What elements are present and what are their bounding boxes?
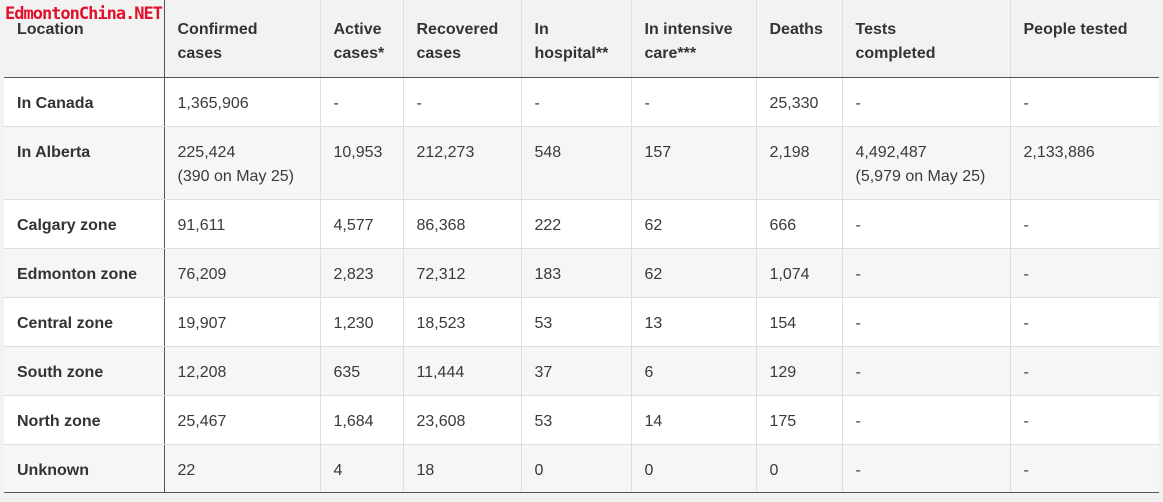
cell-tests: -	[842, 444, 1011, 493]
header-people-tested: People tested	[1010, 0, 1159, 78]
cell-icu: 62	[631, 248, 757, 298]
cell-icu: 157	[631, 126, 757, 200]
cell-icu: 13	[631, 297, 757, 347]
cell-icu: 6	[631, 346, 757, 396]
table-row: Edmonton zone 76,209 2,823 72,312 183 62 1,074…	[4, 248, 1159, 298]
cell-tests: -	[842, 395, 1011, 445]
header-active: Active cases*	[320, 0, 404, 78]
cell-people: 2,133,886	[1010, 126, 1159, 200]
table-row: In Canada 1,365,906- - - -25,330- -	[4, 77, 1159, 127]
cell-location: Calgary zone	[4, 199, 165, 249]
cell-deaths: 129	[756, 346, 843, 396]
cell-icu: 0	[631, 444, 757, 493]
cell-deaths: 666	[756, 199, 843, 249]
table-row: Unknown 22 4 18 0 0 0- -	[4, 444, 1159, 493]
cell-confirmed: 25,467	[164, 395, 321, 445]
cell-deaths: 175	[756, 395, 843, 445]
cell-note: (5,979 on May 25)	[855, 167, 986, 185]
header-icu: In intensive care***	[631, 0, 757, 78]
cell-deaths: 2,198	[756, 126, 843, 200]
cell-recovered: 86,368	[403, 199, 522, 249]
cell-tests: 4,492,487 (5,979 on May 25)	[842, 126, 1011, 200]
cell-confirmed: 91,611	[164, 199, 321, 249]
cell-tests: -	[842, 297, 1011, 347]
cell-hospital: -	[521, 77, 632, 127]
watermark-logo: EdmontonChina.NET	[5, 4, 163, 24]
cell-active: 635	[320, 346, 404, 396]
cell-active: 1,684	[320, 395, 404, 445]
cell-confirmed: 76,209	[164, 248, 321, 298]
cell-location: In Alberta	[4, 126, 165, 200]
header-deaths: Deaths	[756, 0, 843, 78]
cell-recovered: 23,608	[403, 395, 522, 445]
cell-confirmed: 12,208	[164, 346, 321, 396]
cell-active: -	[320, 77, 404, 127]
cell-tests: -	[842, 346, 1011, 396]
covid-cases-table: Location Confirmed cases Active cases* Rec…	[4, 0, 1159, 493]
cell-deaths: 154	[756, 297, 843, 347]
cell-deaths: 0	[756, 444, 843, 493]
cell-tests: -	[842, 77, 1011, 127]
cell-icu: 14	[631, 395, 757, 445]
cell-people: -	[1010, 444, 1159, 493]
cell-icu: 62	[631, 199, 757, 249]
cell-deaths: 1,074	[756, 248, 843, 298]
cell-recovered: 11,444	[403, 346, 522, 396]
table-row: In Alberta 225,424 (390 on May 25) 10,953 21…	[4, 126, 1159, 200]
table-row: Central zone 19,907 1,230 18,523 53 13 154- -	[4, 297, 1159, 347]
cell-confirmed: 225,424 (390 on May 25)	[164, 126, 321, 200]
cell-hospital: 37	[521, 346, 632, 396]
cell-tests: -	[842, 248, 1011, 298]
cell-location: South zone	[4, 346, 165, 396]
cell-people: -	[1010, 395, 1159, 445]
cell-confirmed: 22	[164, 444, 321, 493]
cell-location: North zone	[4, 395, 165, 445]
cell-hospital: 0	[521, 444, 632, 493]
header-recovered: Recovered cases	[403, 0, 522, 78]
header-tests: Tests completed	[842, 0, 1011, 78]
cell-note: (390 on May 25)	[177, 167, 295, 185]
cell-active: 10,953	[320, 126, 404, 200]
cell-confirmed: 1,365,906	[164, 77, 321, 127]
cell-tests: -	[842, 199, 1011, 249]
cell-hospital: 548	[521, 126, 632, 200]
header-confirmed: Confirmed cases	[164, 0, 321, 78]
cell-recovered: 212,273	[403, 126, 522, 200]
cell-location: In Canada	[4, 77, 165, 127]
cell-location: Edmonton zone	[4, 248, 165, 298]
table-row: North zone 25,467 1,684 23,608 53 14 175- -	[4, 395, 1159, 445]
cell-people: -	[1010, 77, 1159, 127]
cell-hospital: 53	[521, 297, 632, 347]
cell-icu: -	[631, 77, 757, 127]
cell-recovered: 18,523	[403, 297, 522, 347]
cell-recovered: 18	[403, 444, 522, 493]
cell-active: 4,577	[320, 199, 404, 249]
cell-location: Unknown	[4, 444, 165, 493]
cell-confirmed: 19,907	[164, 297, 321, 347]
cell-deaths: 25,330	[756, 77, 843, 127]
cell-recovered: 72,312	[403, 248, 522, 298]
cell-people: -	[1010, 297, 1159, 347]
cell-hospital: 183	[521, 248, 632, 298]
header-location: Location	[4, 0, 165, 78]
cell-people: -	[1010, 346, 1159, 396]
cell-location: Central zone	[4, 297, 165, 347]
table-row: Calgary zone 91,611 4,577 86,368 222 62 666- -	[4, 199, 1159, 249]
cell-hospital: 53	[521, 395, 632, 445]
table-row: South zone 12,208 635 11,444 37 6 129- -	[4, 346, 1159, 396]
header-hospital: In hospital**	[521, 0, 632, 78]
cell-active: 4	[320, 444, 404, 493]
cell-people: -	[1010, 199, 1159, 249]
cell-people: -	[1010, 248, 1159, 298]
cell-active: 1,230	[320, 297, 404, 347]
cell-hospital: 222	[521, 199, 632, 249]
table-header-row: Location Confirmed cases Active cases* Rec…	[4, 0, 1159, 78]
cell-active: 2,823	[320, 248, 404, 298]
cell-recovered: -	[403, 77, 522, 127]
